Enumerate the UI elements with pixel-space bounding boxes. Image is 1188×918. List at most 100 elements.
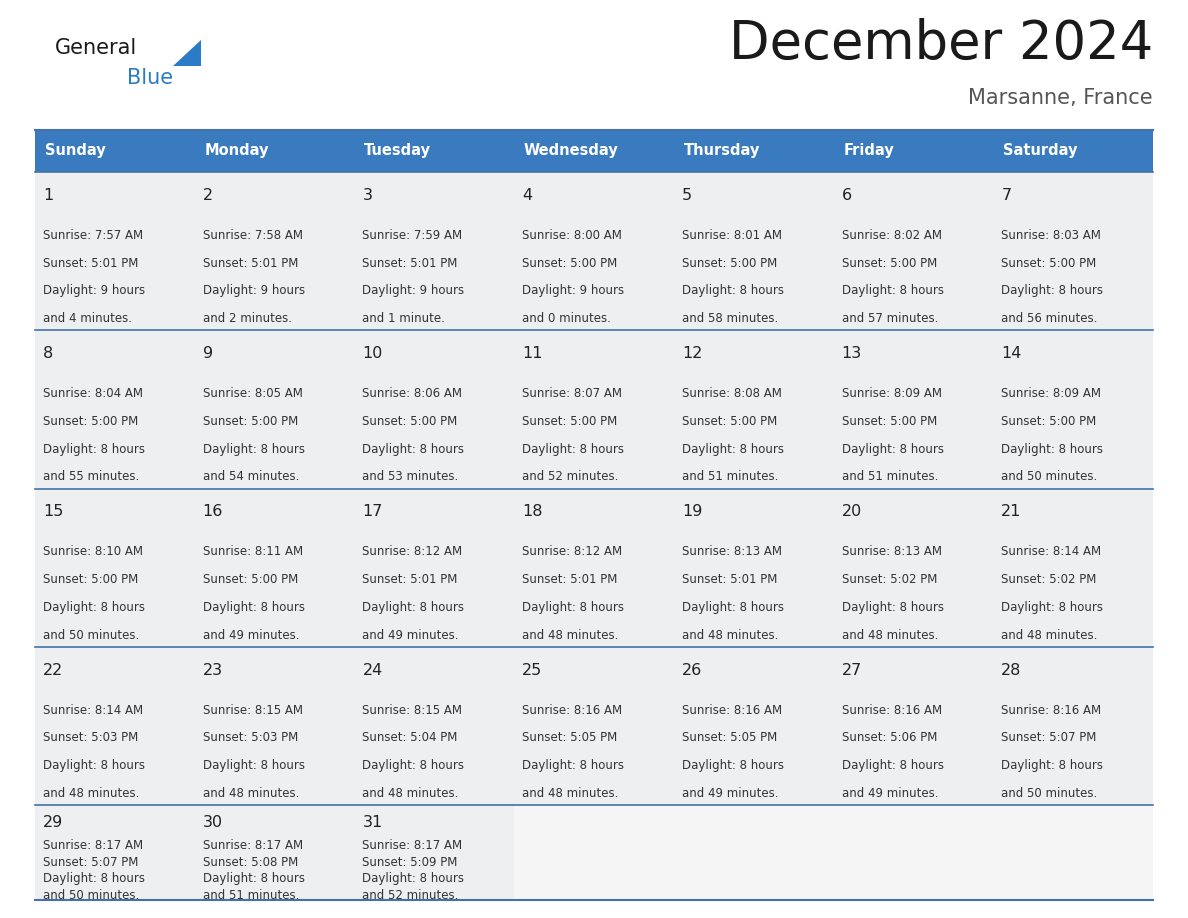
Text: 26: 26 <box>682 663 702 677</box>
Text: Wednesday: Wednesday <box>524 143 619 159</box>
Text: Sunset: 5:00 PM: Sunset: 5:00 PM <box>43 415 138 428</box>
Bar <box>674 805 834 900</box>
Text: and 51 minutes.: and 51 minutes. <box>841 470 939 483</box>
Bar <box>195 488 354 647</box>
Text: Sunset: 5:01 PM: Sunset: 5:01 PM <box>523 573 618 587</box>
Text: Sunrise: 8:02 AM: Sunrise: 8:02 AM <box>841 229 942 242</box>
Text: Daylight: 8 hours: Daylight: 8 hours <box>682 601 784 614</box>
Text: and 48 minutes.: and 48 minutes. <box>1001 629 1098 642</box>
Text: 30: 30 <box>203 814 223 830</box>
Text: and 0 minutes.: and 0 minutes. <box>523 312 611 325</box>
Text: Sunrise: 7:58 AM: Sunrise: 7:58 AM <box>203 229 303 242</box>
Text: and 49 minutes.: and 49 minutes. <box>203 629 299 642</box>
Text: Daylight: 8 hours: Daylight: 8 hours <box>841 759 943 772</box>
Text: 19: 19 <box>682 504 702 520</box>
Text: Sunset: 5:00 PM: Sunset: 5:00 PM <box>203 415 298 428</box>
Text: and 48 minutes.: and 48 minutes. <box>203 787 299 800</box>
Text: 23: 23 <box>203 663 223 677</box>
Text: Marsanne, France: Marsanne, France <box>968 88 1154 108</box>
Text: Sunrise: 8:16 AM: Sunrise: 8:16 AM <box>1001 704 1101 717</box>
Bar <box>993 330 1154 488</box>
Bar <box>514 805 674 900</box>
Text: Daylight: 9 hours: Daylight: 9 hours <box>43 285 145 297</box>
Bar <box>354 647 514 805</box>
Text: and 52 minutes.: and 52 minutes. <box>362 889 459 902</box>
Text: Sunrise: 8:08 AM: Sunrise: 8:08 AM <box>682 387 782 400</box>
Bar <box>674 172 834 330</box>
Polygon shape <box>173 40 201 66</box>
Text: Monday: Monday <box>204 143 268 159</box>
Text: and 50 minutes.: and 50 minutes. <box>1001 787 1098 800</box>
Text: Sunrise: 8:13 AM: Sunrise: 8:13 AM <box>682 545 782 558</box>
Text: Daylight: 8 hours: Daylight: 8 hours <box>841 601 943 614</box>
Text: Sunrise: 8:17 AM: Sunrise: 8:17 AM <box>362 839 462 852</box>
Text: Sunrise: 8:12 AM: Sunrise: 8:12 AM <box>523 545 623 558</box>
Bar <box>514 172 674 330</box>
Bar <box>354 130 514 172</box>
Text: Blue: Blue <box>127 68 173 88</box>
Text: Daylight: 8 hours: Daylight: 8 hours <box>523 601 624 614</box>
Text: Sunrise: 8:17 AM: Sunrise: 8:17 AM <box>43 839 143 852</box>
Text: and 1 minute.: and 1 minute. <box>362 312 446 325</box>
Bar <box>354 172 514 330</box>
Text: and 48 minutes.: and 48 minutes. <box>682 629 778 642</box>
Text: 2: 2 <box>203 188 213 203</box>
Bar <box>993 488 1154 647</box>
Bar <box>514 130 674 172</box>
Text: Sunset: 5:01 PM: Sunset: 5:01 PM <box>43 257 138 270</box>
Text: Sunday: Sunday <box>45 143 106 159</box>
Bar <box>993 805 1154 900</box>
Text: Daylight: 8 hours: Daylight: 8 hours <box>43 601 145 614</box>
Bar <box>34 488 195 647</box>
Text: Sunset: 5:07 PM: Sunset: 5:07 PM <box>43 856 138 868</box>
Text: and 2 minutes.: and 2 minutes. <box>203 312 292 325</box>
Text: 13: 13 <box>841 346 861 361</box>
Text: 1: 1 <box>43 188 53 203</box>
Text: Sunrise: 8:14 AM: Sunrise: 8:14 AM <box>1001 545 1101 558</box>
Text: Daylight: 8 hours: Daylight: 8 hours <box>682 285 784 297</box>
Text: and 48 minutes.: and 48 minutes. <box>841 629 939 642</box>
Bar <box>993 647 1154 805</box>
Text: Sunset: 5:09 PM: Sunset: 5:09 PM <box>362 856 457 868</box>
Text: and 49 minutes.: and 49 minutes. <box>362 629 459 642</box>
Text: Sunrise: 7:57 AM: Sunrise: 7:57 AM <box>43 229 143 242</box>
Bar <box>34 805 195 900</box>
Text: and 55 minutes.: and 55 minutes. <box>43 470 139 483</box>
Text: 5: 5 <box>682 188 691 203</box>
Text: Sunrise: 7:59 AM: Sunrise: 7:59 AM <box>362 229 462 242</box>
Text: Daylight: 8 hours: Daylight: 8 hours <box>362 872 465 886</box>
Text: Sunset: 5:00 PM: Sunset: 5:00 PM <box>203 573 298 587</box>
Bar <box>354 330 514 488</box>
Text: Daylight: 8 hours: Daylight: 8 hours <box>203 872 304 886</box>
Text: Daylight: 9 hours: Daylight: 9 hours <box>523 285 624 297</box>
Text: Sunset: 5:01 PM: Sunset: 5:01 PM <box>362 573 457 587</box>
Text: Sunset: 5:00 PM: Sunset: 5:00 PM <box>362 415 457 428</box>
Bar <box>834 172 993 330</box>
Bar <box>674 130 834 172</box>
Text: and 54 minutes.: and 54 minutes. <box>203 470 299 483</box>
Text: Sunset: 5:00 PM: Sunset: 5:00 PM <box>682 257 777 270</box>
Text: General: General <box>55 38 138 58</box>
Text: Friday: Friday <box>843 143 893 159</box>
Text: and 58 minutes.: and 58 minutes. <box>682 312 778 325</box>
Text: Daylight: 8 hours: Daylight: 8 hours <box>682 442 784 455</box>
Text: Sunset: 5:02 PM: Sunset: 5:02 PM <box>1001 573 1097 587</box>
Text: Thursday: Thursday <box>683 143 760 159</box>
Text: Sunset: 5:00 PM: Sunset: 5:00 PM <box>841 415 937 428</box>
Bar <box>34 330 195 488</box>
Text: Sunrise: 8:04 AM: Sunrise: 8:04 AM <box>43 387 143 400</box>
Text: Sunset: 5:03 PM: Sunset: 5:03 PM <box>203 732 298 744</box>
Text: Daylight: 8 hours: Daylight: 8 hours <box>1001 442 1104 455</box>
Text: and 50 minutes.: and 50 minutes. <box>43 629 139 642</box>
Text: 14: 14 <box>1001 346 1022 361</box>
Bar <box>34 172 195 330</box>
Text: Daylight: 8 hours: Daylight: 8 hours <box>682 759 784 772</box>
Text: and 57 minutes.: and 57 minutes. <box>841 312 939 325</box>
Text: 12: 12 <box>682 346 702 361</box>
Bar <box>674 488 834 647</box>
Text: Sunrise: 8:01 AM: Sunrise: 8:01 AM <box>682 229 782 242</box>
Text: and 56 minutes.: and 56 minutes. <box>1001 312 1098 325</box>
Text: 4: 4 <box>523 188 532 203</box>
Text: 31: 31 <box>362 814 383 830</box>
Text: Sunset: 5:00 PM: Sunset: 5:00 PM <box>1001 415 1097 428</box>
